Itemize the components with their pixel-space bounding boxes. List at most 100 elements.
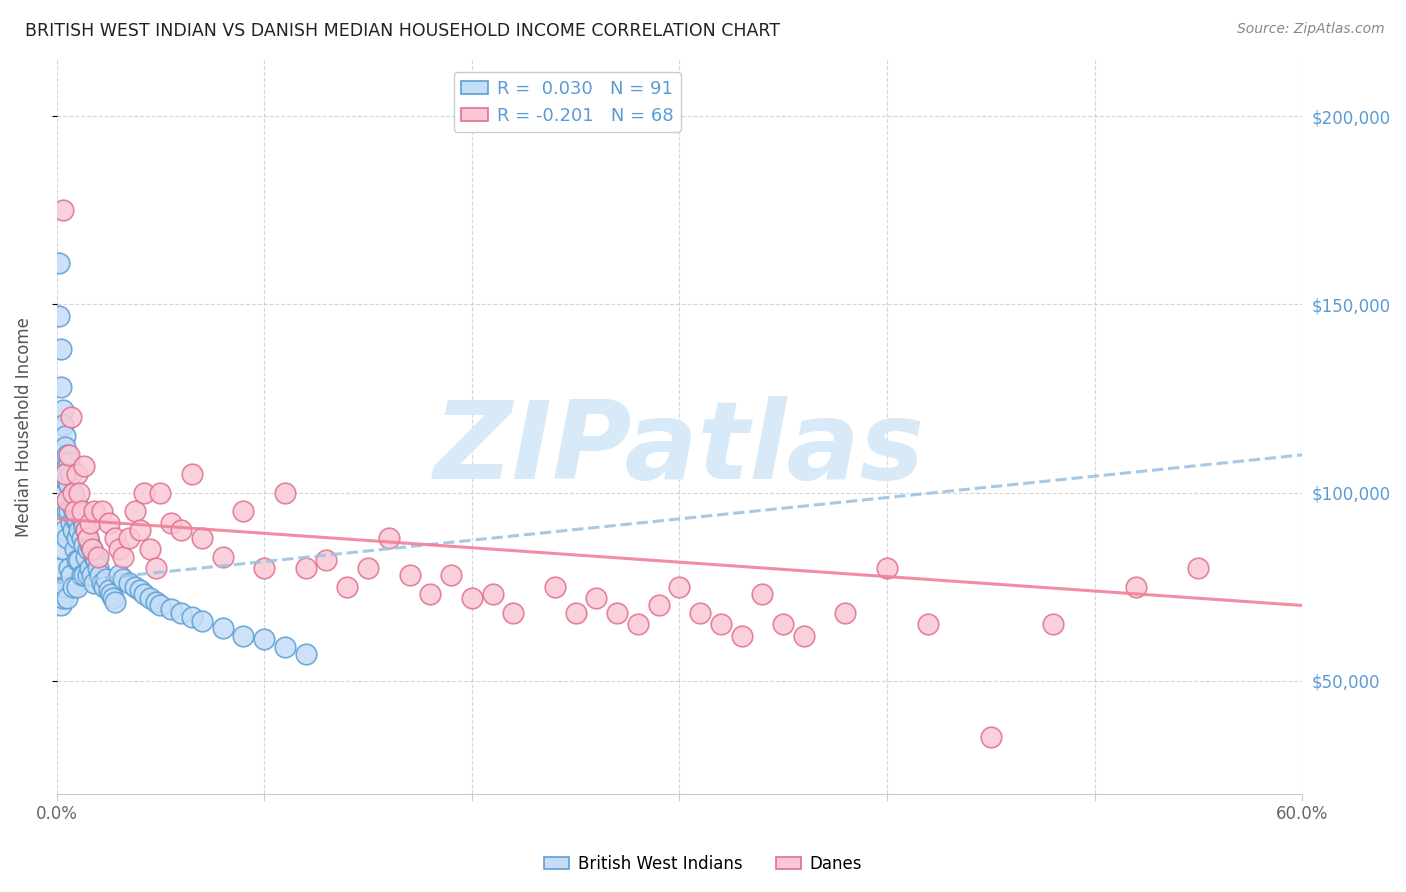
Point [58, 455, 80, 469]
Y-axis label: Median Household Income: Median Household Income [15, 317, 32, 537]
Point [585, 591, 607, 605]
Point [83, 504, 105, 518]
Point [139, 541, 162, 556]
Point [70, 568, 93, 582]
Point [76, 531, 98, 545]
Point [56, 531, 79, 545]
Point [132, 587, 155, 601]
Point [79, 516, 101, 530]
Point [710, 617, 733, 632]
Point [627, 617, 650, 632]
Point [56, 504, 79, 518]
Point [58, 561, 80, 575]
Point [112, 572, 135, 586]
Point [253, 561, 276, 575]
Point [91, 504, 114, 518]
Point [917, 617, 939, 632]
Point [66, 553, 89, 567]
Point [180, 467, 202, 481]
Point [170, 523, 193, 537]
Point [481, 587, 503, 601]
Point [70, 504, 93, 518]
Legend: R =  0.030   N = 91, R = -0.201   N = 68: R = 0.030 N = 91, R = -0.201 N = 68 [454, 72, 681, 132]
Point [56, 493, 79, 508]
Text: BRITISH WEST INDIAN VS DANISH MEDIAN HOUSEHOLD INCOME CORRELATION CHART: BRITISH WEST INDIAN VS DANISH MEDIAN HOU… [25, 22, 780, 40]
Point [70, 531, 93, 545]
Point [62, 485, 84, 500]
Point [69, 553, 91, 567]
Point [52, 203, 75, 218]
Point [689, 606, 711, 620]
Point [211, 549, 233, 564]
Point [502, 606, 524, 620]
Point [60, 489, 83, 503]
Point [62, 523, 84, 537]
Point [62, 580, 84, 594]
Point [96, 572, 118, 586]
Point [440, 568, 463, 582]
Point [108, 568, 131, 582]
Point [56, 474, 79, 488]
Point [49, 380, 72, 394]
Point [274, 640, 297, 654]
Point [191, 614, 214, 628]
Point [66, 512, 89, 526]
Point [211, 621, 233, 635]
Point [191, 531, 214, 545]
Point [91, 575, 114, 590]
Point [49, 561, 72, 575]
Point [139, 591, 162, 605]
Point [65, 493, 87, 508]
Point [1125, 580, 1147, 594]
Point [100, 587, 122, 601]
Point [53, 523, 76, 537]
Point [128, 523, 150, 537]
Point [83, 549, 105, 564]
Point [159, 516, 181, 530]
Point [60, 568, 83, 582]
Point [336, 580, 359, 594]
Point [69, 523, 91, 537]
Point [461, 591, 484, 605]
Point [1187, 561, 1209, 575]
Point [89, 568, 111, 582]
Point [53, 429, 76, 443]
Point [101, 591, 124, 605]
Point [76, 568, 98, 582]
Point [48, 309, 70, 323]
Point [58, 448, 80, 462]
Point [62, 500, 84, 515]
Point [124, 580, 146, 594]
Point [52, 467, 75, 481]
Point [56, 591, 79, 605]
Point [80, 541, 103, 556]
Point [69, 485, 91, 500]
Point [79, 538, 101, 552]
Point [60, 410, 83, 425]
Point [398, 568, 420, 582]
Point [124, 504, 146, 518]
Point [72, 459, 94, 474]
Point [315, 553, 337, 567]
Point [75, 549, 97, 564]
Point [76, 541, 98, 556]
Point [52, 417, 75, 432]
Point [647, 599, 669, 613]
Point [66, 497, 89, 511]
Point [159, 602, 181, 616]
Point [104, 531, 127, 545]
Point [79, 561, 101, 575]
Point [84, 553, 107, 567]
Point [48, 256, 70, 270]
Point [876, 561, 898, 575]
Point [83, 575, 105, 590]
Legend: British West Indians, Danes: British West Indians, Danes [537, 848, 869, 880]
Point [544, 580, 567, 594]
Point [72, 568, 94, 582]
Point [118, 575, 141, 590]
Point [49, 599, 72, 613]
Point [97, 583, 120, 598]
Point [65, 504, 87, 518]
Point [58, 478, 80, 492]
Point [232, 504, 254, 518]
